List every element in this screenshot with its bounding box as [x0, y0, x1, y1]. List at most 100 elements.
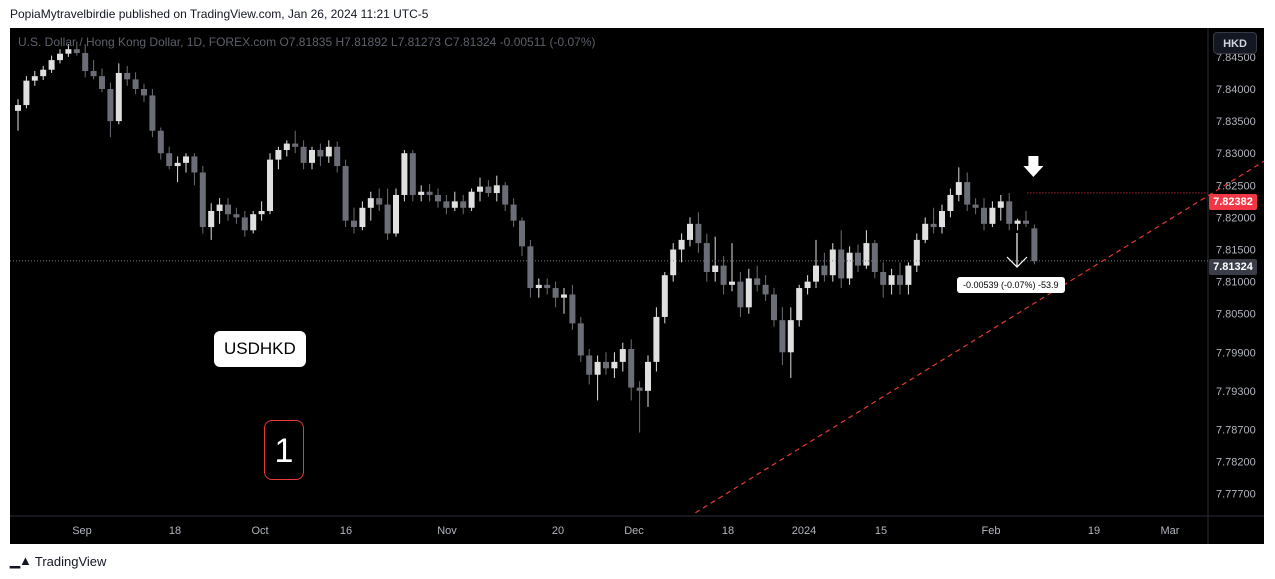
tradingview-logo-icon[interactable]: ▁▲	[10, 553, 32, 568]
candle-body	[561, 294, 567, 298]
chart-panel[interactable]: 7.84500 7.84000 7.83500 7.83000 7.82500 7.820…	[10, 28, 1264, 544]
candle-body	[376, 198, 383, 205]
last-price-tag: 7.81324	[1209, 259, 1257, 275]
x-tick-label: Dec	[624, 525, 644, 537]
candle-body	[267, 159, 273, 211]
publisher-line: PopiaMytravelbirdie published on Trading…	[10, 7, 429, 21]
candle-body	[409, 153, 416, 195]
candle-body	[351, 220, 357, 228]
x-tick-label: 15	[875, 525, 887, 537]
candle-body	[1031, 228, 1038, 262]
candle-body	[611, 361, 618, 369]
candle-body	[65, 49, 72, 54]
candle-body	[997, 201, 1004, 208]
candle-body	[972, 204, 979, 208]
legend-close: C7.81324	[444, 35, 497, 49]
candle-body	[880, 272, 887, 285]
candle-body	[124, 72, 131, 80]
candle-body	[367, 198, 374, 208]
candle-body	[829, 249, 836, 276]
x-tick-label: 18	[169, 525, 181, 537]
candle-body	[485, 186, 492, 194]
candle-body	[477, 186, 483, 192]
candle-body	[745, 278, 752, 308]
candle-body	[519, 220, 525, 247]
y-tick-label: 7.79900	[1216, 347, 1256, 359]
candle-body	[897, 275, 903, 285]
candle-body	[183, 156, 189, 163]
footer-brand[interactable]: TradingView	[34, 553, 107, 569]
candle-body	[334, 146, 341, 167]
candle-body	[821, 265, 828, 276]
candle-body	[544, 284, 551, 289]
candle-body	[191, 156, 198, 173]
candle-body	[426, 191, 433, 195]
candle-body	[510, 204, 517, 221]
candle-body	[913, 239, 920, 266]
y-tick-label: 7.81000	[1216, 277, 1256, 289]
candle-body	[48, 60, 55, 70]
candle-body	[325, 146, 332, 157]
candle-body	[418, 191, 425, 195]
candle-body	[594, 361, 601, 375]
candle-body	[435, 194, 441, 202]
candle-body	[393, 194, 399, 234]
candle-body	[687, 223, 693, 240]
candle-body	[720, 265, 727, 285]
candle-body	[636, 387, 643, 391]
candle-body	[661, 275, 668, 317]
candle-body	[712, 265, 719, 272]
candle-body	[141, 89, 147, 96]
candle-body	[947, 194, 954, 211]
symbol-annotation[interactable]: USDHKD	[214, 331, 306, 367]
x-tick-label: 2024	[792, 525, 816, 537]
candle-body	[99, 76, 105, 89]
candle-body	[695, 223, 702, 244]
x-tick-label: 18	[722, 525, 734, 537]
x-tick-label: Oct	[251, 525, 268, 537]
candle-body	[443, 201, 450, 208]
currency-button[interactable]: HKD	[1213, 32, 1257, 54]
candle-body	[787, 320, 794, 353]
candle-body	[225, 204, 231, 215]
candle-body	[930, 223, 937, 228]
candle-body	[955, 182, 962, 195]
candle-body	[309, 150, 315, 163]
candlestick-chart[interactable]: 7.84500 7.84000 7.83500 7.83000 7.82500 7.820…	[10, 28, 1264, 544]
candle-body	[989, 207, 996, 224]
footer: ▁▲ TradingView	[10, 553, 106, 569]
candle-body	[804, 281, 811, 289]
candle-body	[863, 243, 870, 266]
y-tick-label: 7.81500	[1216, 245, 1256, 257]
candle-body	[90, 71, 97, 77]
candle-body	[754, 278, 761, 285]
candle-body	[619, 349, 626, 362]
candle-body	[275, 150, 282, 160]
measure-arrow-head-icon	[1006, 256, 1028, 268]
candle-body	[258, 211, 265, 215]
candle-body	[15, 105, 21, 111]
candle-body	[762, 284, 769, 295]
candle-body	[57, 53, 63, 61]
y-tick-label: 7.84000	[1216, 84, 1256, 96]
candle-body	[779, 320, 786, 353]
candle-body	[493, 185, 500, 194]
wave-count-label[interactable]: 1	[264, 420, 304, 480]
candle-body	[796, 288, 803, 321]
candle-body	[586, 355, 593, 375]
y-tick-label: 7.82500	[1216, 180, 1256, 192]
candle-body	[384, 204, 391, 234]
x-tick-label: Feb	[982, 525, 1001, 537]
candle-body	[451, 201, 458, 208]
candle-body	[855, 252, 861, 266]
candle-body	[250, 214, 257, 231]
candle-body	[678, 239, 685, 250]
candle-body	[460, 201, 467, 208]
y-tick-label: 7.83000	[1216, 148, 1256, 160]
candle-body	[502, 185, 509, 205]
candle-body	[23, 80, 30, 106]
candle-body	[813, 265, 819, 282]
candle-body	[40, 69, 47, 77]
candle-body	[31, 76, 38, 81]
symbol-legend: U.S. Dollar / Hong Kong Dollar, 1D, FORE…	[18, 35, 596, 49]
